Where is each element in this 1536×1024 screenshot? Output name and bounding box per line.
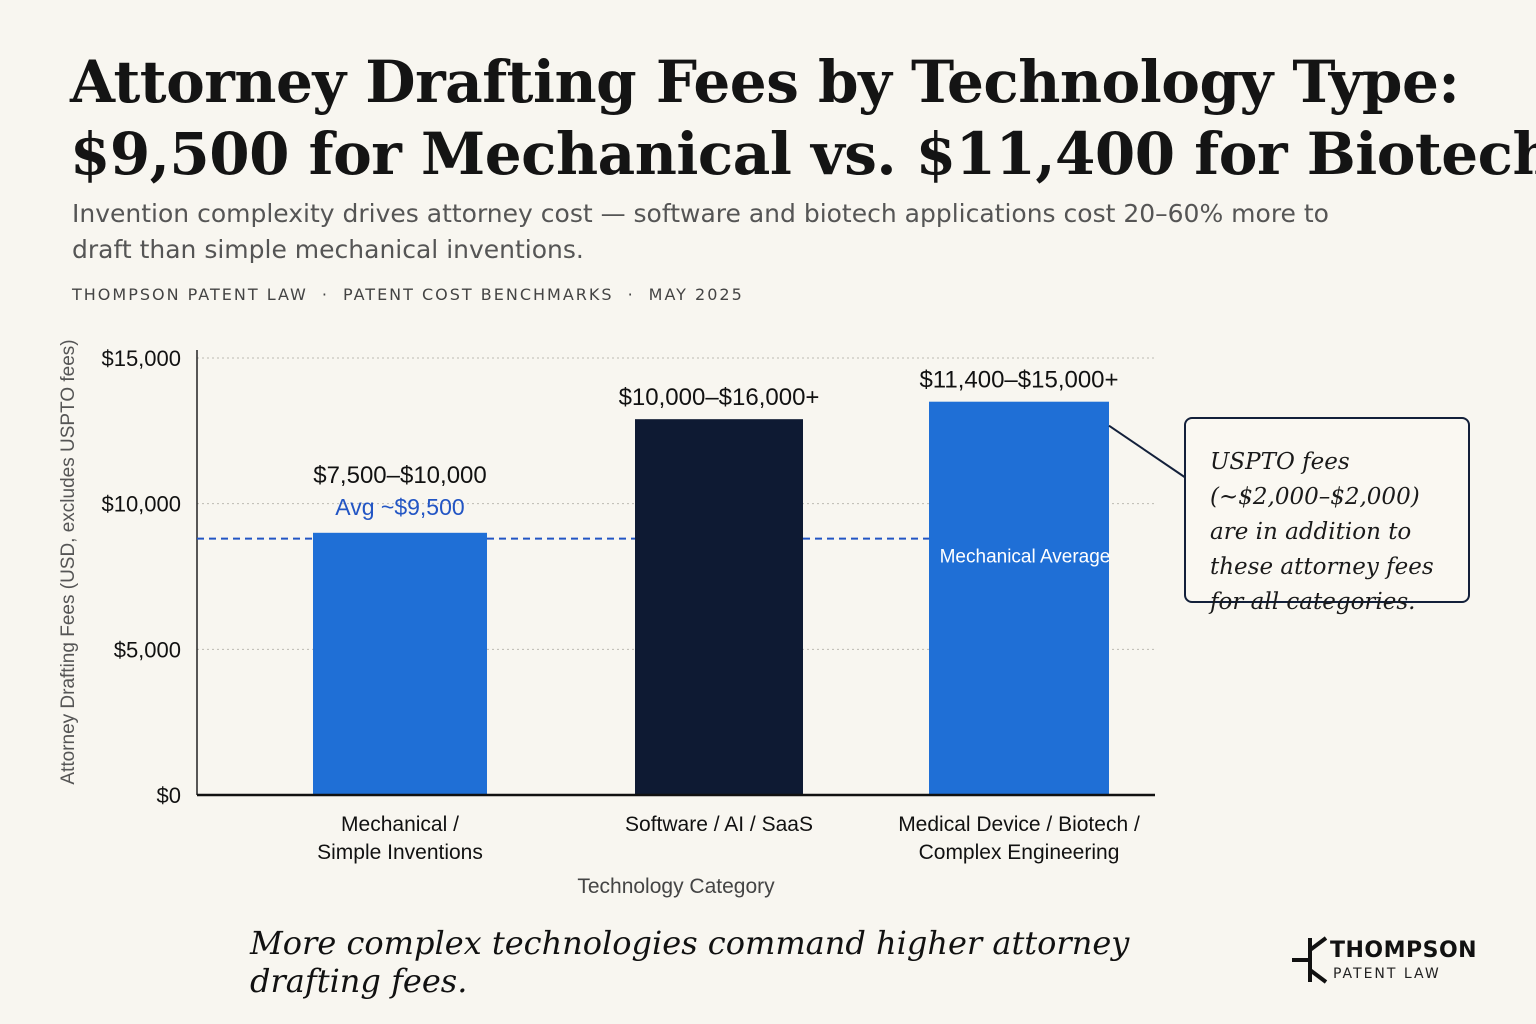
x-tick-label: Simple Inventions [317,841,483,864]
x-axis-label: Technology Category [577,875,775,898]
callout-text: USPTO fees (~$2,000–$2,000) are in addit… [1210,449,1434,615]
page-subtitle: Invention complexity drives attorney cos… [72,199,1329,264]
bar [635,419,803,795]
patent-mark-icon [1292,936,1328,984]
bar [929,401,1109,795]
meta-date: MAY 2025 [648,285,744,304]
meta-separator: · [627,285,635,304]
footer-takeaway: More complex technologies command higher… [250,924,1130,1000]
x-tick-label: Software / AI / SaaS [625,813,813,836]
callout-connector [1108,424,1187,479]
x-tick-label: Mechanical / [341,813,459,836]
logo-brand: THOMPSON [1330,938,1478,963]
bar-value-label: $7,500–$10,000 [313,462,487,489]
y-tick-label: $10,000 [101,492,181,517]
meta-series: PATENT COST BENCHMARKS [342,285,614,304]
page-title: Attorney Drafting Fees by Technology Typ… [70,46,1536,190]
y-tick-label: $5,000 [114,637,181,662]
x-tick-label: Complex Engineering [919,841,1120,864]
meta-firm: THOMPSON PATENT LAW [72,285,308,304]
reference-label-secondary: Mechanical Average [940,547,1111,568]
meta-line: THOMPSON PATENT LAW · PATENT COST BENCHMAR… [72,285,744,304]
logo-sub: PATENT LAW [1333,966,1441,982]
callout-box: USPTO fees (~$2,000–$2,000) are in addit… [1184,417,1470,615]
title-line-2: $9,500 for Mechanical vs. $11,400 for Bi… [70,120,1536,188]
bar-value-label: $10,000–$16,000+ [619,384,820,411]
y-tick-label: $0 [157,783,181,808]
title-line-1: Attorney Drafting Fees by Technology Typ… [70,48,1460,116]
meta-separator: · [321,285,329,304]
y-axis-label: Attorney Drafting Fees (USD, excludes US… [58,339,79,784]
bar-value-label: $11,400–$15,000+ [919,367,1118,394]
brand-logo: THOMPSON PATENT LAW [1290,936,1490,996]
reference-label: Avg ~$9,500 [335,494,464,520]
x-tick-label: Medical Device / Biotech / [898,813,1140,836]
bar [313,532,487,795]
y-tick-label: $15,000 [101,346,181,371]
